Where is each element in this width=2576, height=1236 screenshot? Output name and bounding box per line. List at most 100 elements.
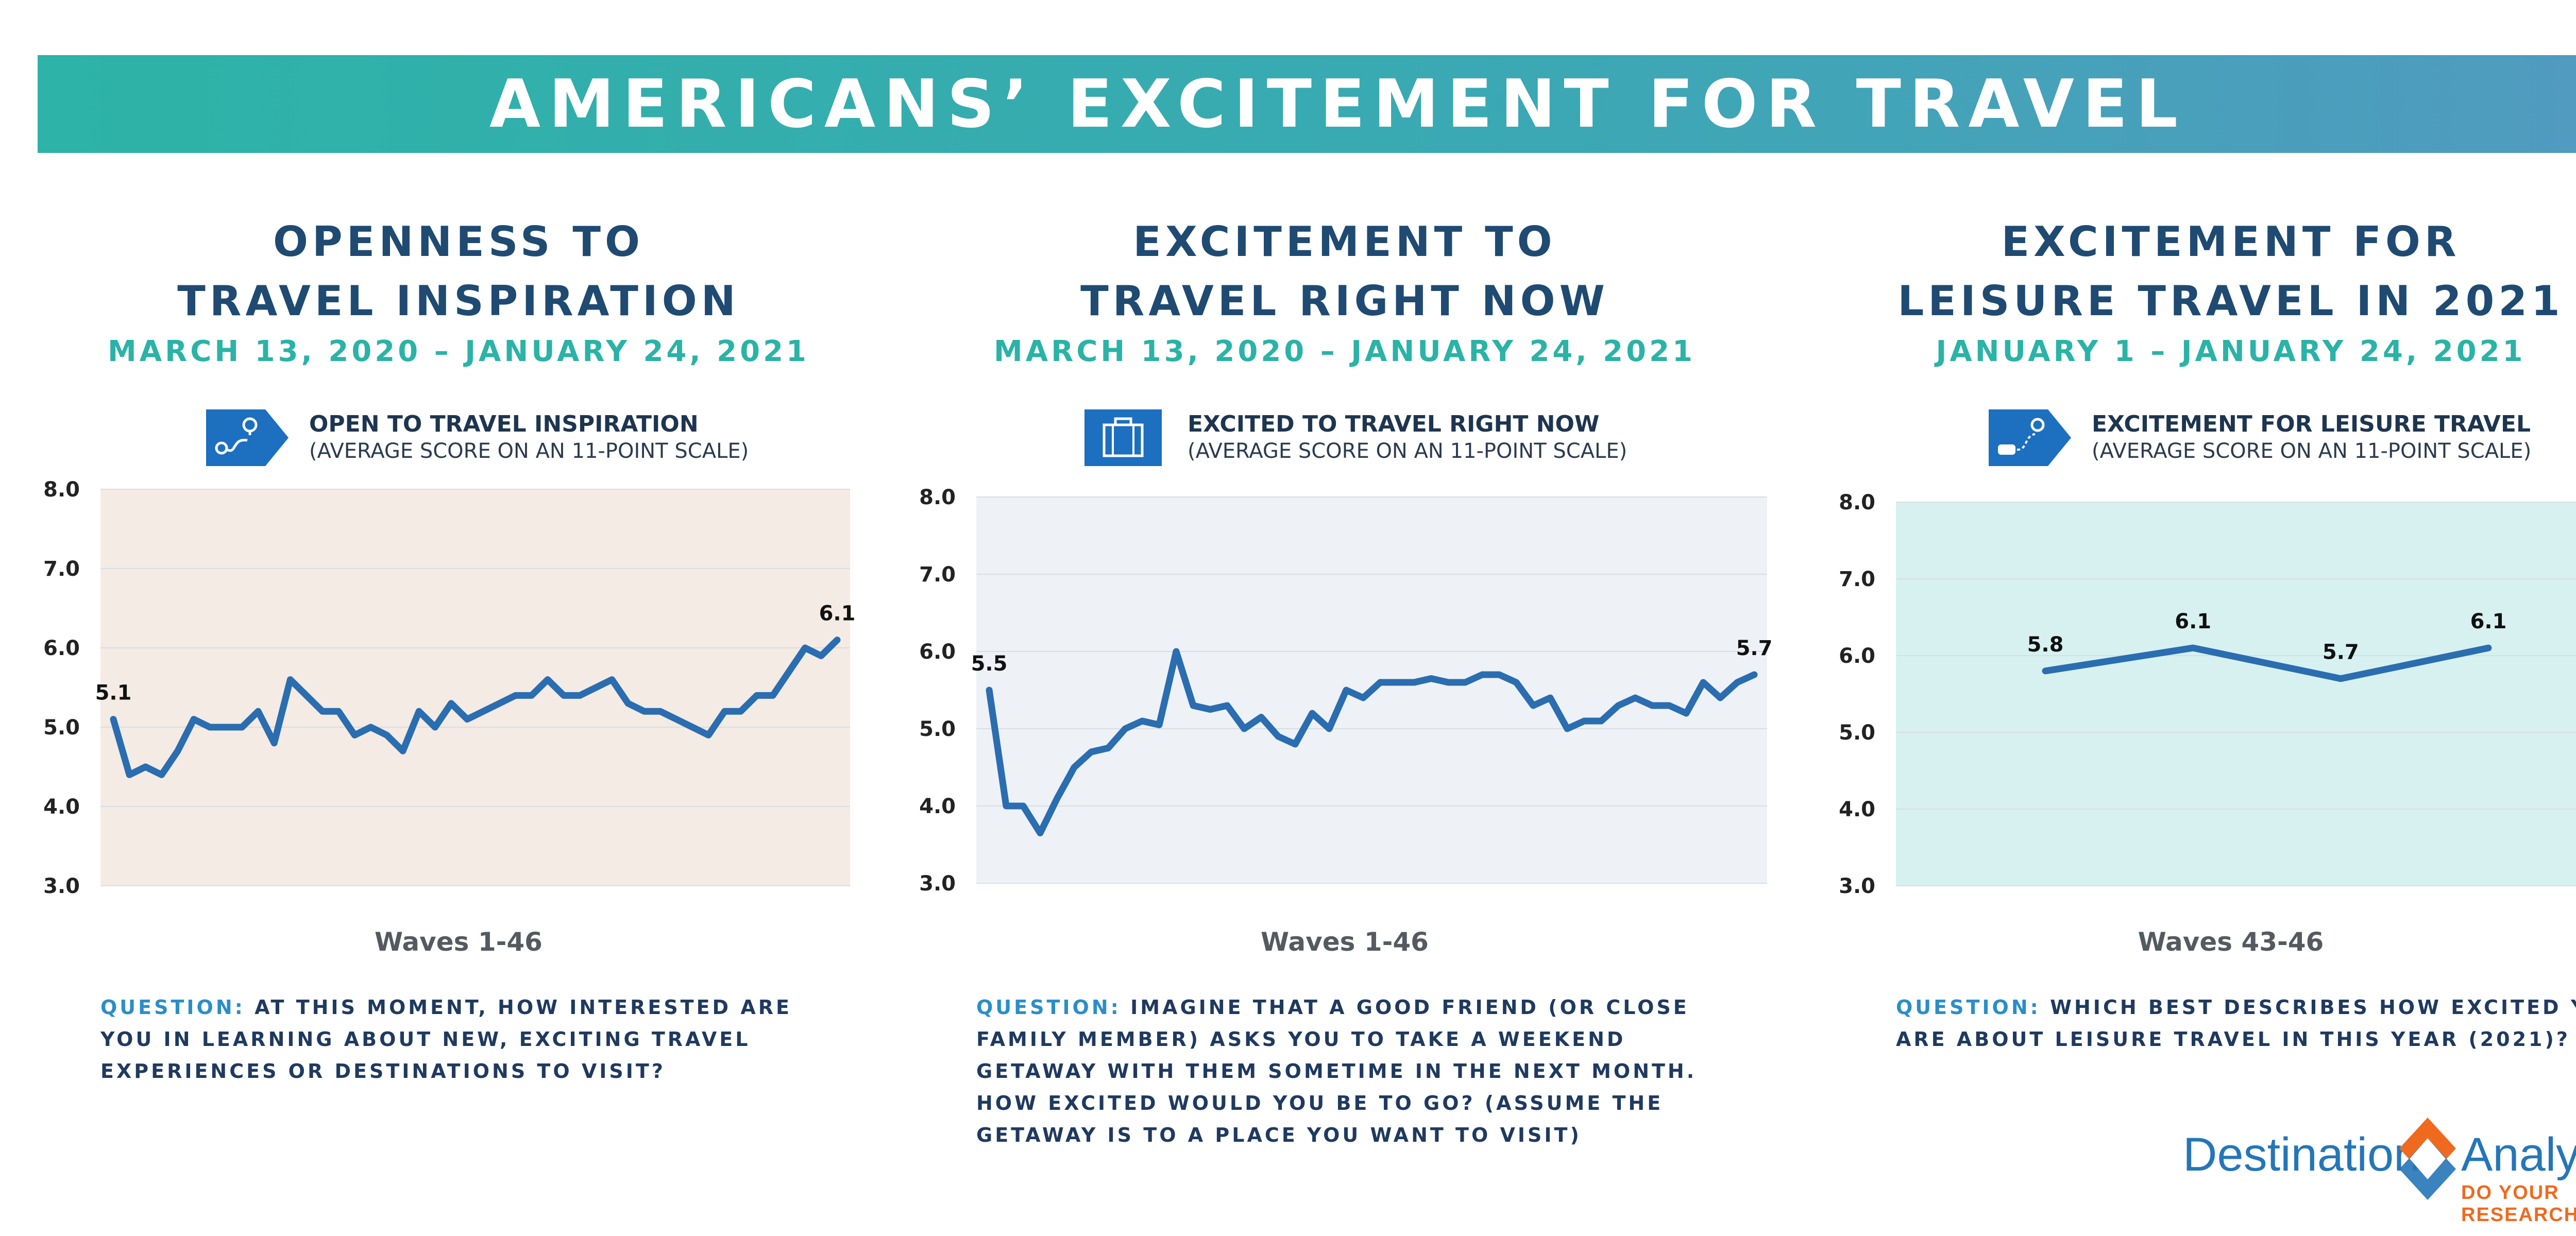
question-text: WHICH BEST DESCRIBES HOW EXCITED YOU ARE… — [1896, 996, 2576, 1051]
series-line — [2042, 644, 2492, 682]
brand-name-part1: Destination — [2183, 1128, 2420, 1181]
data-point — [1193, 705, 1194, 706]
y-tick-label: 5.0 — [919, 717, 956, 741]
data-point — [1159, 724, 1160, 726]
data-point — [595, 687, 597, 688]
data-point — [1703, 682, 1704, 683]
data-point — [1499, 674, 1500, 675]
data-point — [1720, 697, 1721, 698]
brand-tagline: DO YOUR RESEARCH — [2461, 1182, 2576, 1226]
panel-date-range: MARCH 13, 2020 – JANUARY 24, 2021 — [108, 335, 809, 368]
data-point — [563, 695, 565, 696]
data-point — [1142, 720, 1143, 722]
data-point — [692, 727, 693, 728]
brand-name-part2: Analysts — [2461, 1128, 2576, 1181]
data-point — [1346, 690, 1347, 691]
data-point — [659, 711, 661, 712]
legend-sub: (AVERAGE SCORE ON AN 11-POINT SCALE) — [2092, 439, 2532, 464]
panel-date-range: MARCH 13, 2020 – JANUARY 24, 2021 — [994, 335, 1696, 368]
panel-title-line1: EXCITEMENT FOR — [2001, 218, 2461, 266]
data-point — [820, 655, 822, 657]
data-point — [483, 711, 484, 712]
y-tick-label: 4.0 — [919, 795, 956, 818]
data-point — [788, 671, 790, 673]
legend: EXCITED TO TRAVEL RIGHT NOW (AVERAGE SCO… — [1084, 407, 1627, 469]
data-point — [1567, 728, 1568, 729]
data-label: 5.5 — [971, 652, 1008, 676]
question-label: QUESTION: — [100, 996, 245, 1019]
data-point — [1329, 728, 1330, 729]
data-point — [1516, 682, 1517, 683]
data-point — [306, 695, 307, 696]
title-banner: AMERICANS’ EXCITEMENT FOR TRAVEL — [38, 55, 2576, 153]
data-point — [772, 695, 774, 696]
data-point — [628, 702, 629, 704]
data-point — [113, 718, 114, 720]
y-tick-label: 7.0 — [1839, 568, 1875, 591]
data-label: 6.1 — [2470, 610, 2507, 633]
question: QUESTION: IMAGINE THAT A GOOD FRIEND (OR… — [976, 991, 1708, 1151]
waves-label: Waves 1-46 — [1261, 927, 1429, 957]
data-point — [2340, 678, 2342, 679]
data-point — [724, 711, 725, 712]
data-point — [547, 679, 548, 680]
panel-leisure-2021: EXCITEMENT FOR LEISURE TRAVEL IN 2021 JA… — [1793, 196, 2576, 1123]
data-point — [579, 695, 581, 696]
y-tick-label: 8.0 — [43, 478, 80, 502]
data-point — [129, 774, 130, 776]
data-point — [161, 774, 162, 776]
data-point — [386, 734, 387, 736]
data-point — [1686, 713, 1687, 714]
y-tick-label: 8.0 — [919, 486, 956, 509]
data-point — [675, 718, 677, 720]
data-point — [241, 727, 243, 728]
data-point — [1363, 697, 1364, 698]
question: QUESTION: WHICH BEST DESCRIBES HOW EXCIT… — [1896, 991, 2576, 1055]
y-tick-label: 7.0 — [919, 563, 956, 587]
page-title: AMERICANS’ EXCITEMENT FOR TRAVEL — [489, 65, 2186, 143]
panel-excitement-now: EXCITEMENT TO TRAVEL RIGHT NOW MARCH 13,… — [907, 196, 1783, 1147]
legend-label: EXCITEMENT FOR LEISURE TRAVEL — [2092, 410, 2531, 437]
question-text: AT THIS MOMENT, HOW INTERESTED ARE YOU I… — [100, 996, 792, 1083]
line-chart: 3.0 4.0 5.0 6.0 7.0 8.0 5.1 6.1 — [43, 478, 855, 898]
data-point — [1550, 697, 1551, 698]
data-point — [274, 742, 275, 744]
question-label: QUESTION: — [976, 996, 1121, 1019]
data-point — [1244, 728, 1245, 729]
data-point — [837, 639, 838, 641]
question-text: IMAGINE THAT A GOOD FRIEND (OR CLOSE FAM… — [976, 996, 1697, 1146]
chart: 3.0 4.0 5.0 6.0 7.0 8.0 5.1 6.1 — [21, 478, 896, 914]
line-chart: 3.0 4.0 5.0 6.0 7.0 8.0 5.8 6.1 5.7 6.1 — [1839, 491, 2576, 898]
data-point — [177, 750, 178, 752]
legend: OPEN TO TRAVEL INSPIRATION (AVERAGE SCOR… — [206, 407, 749, 469]
data-point — [1397, 682, 1398, 683]
data-point — [515, 695, 516, 696]
data-point — [338, 711, 340, 712]
y-tick-label: 3.0 — [919, 872, 956, 896]
panel-title-line2: TRAVEL RIGHT NOW — [1080, 277, 1609, 325]
data-point — [1227, 705, 1228, 706]
data-point — [258, 711, 259, 712]
data-point — [1278, 736, 1279, 737]
data-label: 5.8 — [2027, 633, 2064, 657]
y-tick-label: 4.0 — [43, 795, 80, 819]
data-point — [225, 727, 227, 728]
data-point — [1635, 697, 1636, 698]
data-point — [2045, 670, 2046, 672]
question: QUESTION: AT THIS MOMENT, HOW INTERESTED… — [100, 991, 832, 1087]
data-point — [418, 711, 420, 712]
data-point — [1482, 674, 1483, 675]
data-point — [450, 702, 452, 704]
data-point — [1448, 682, 1449, 683]
data-point — [1414, 682, 1415, 683]
y-tick-label: 7.0 — [43, 557, 80, 581]
data-point — [193, 718, 195, 720]
data-point — [1176, 651, 1177, 652]
data-point — [434, 727, 436, 728]
data-point — [1380, 682, 1381, 683]
data-point — [989, 690, 990, 691]
y-tick-label: 5.0 — [1839, 721, 1875, 745]
data-point — [209, 727, 211, 728]
suitcase-icon — [1084, 409, 1162, 466]
data-label: 6.1 — [2175, 610, 2211, 633]
